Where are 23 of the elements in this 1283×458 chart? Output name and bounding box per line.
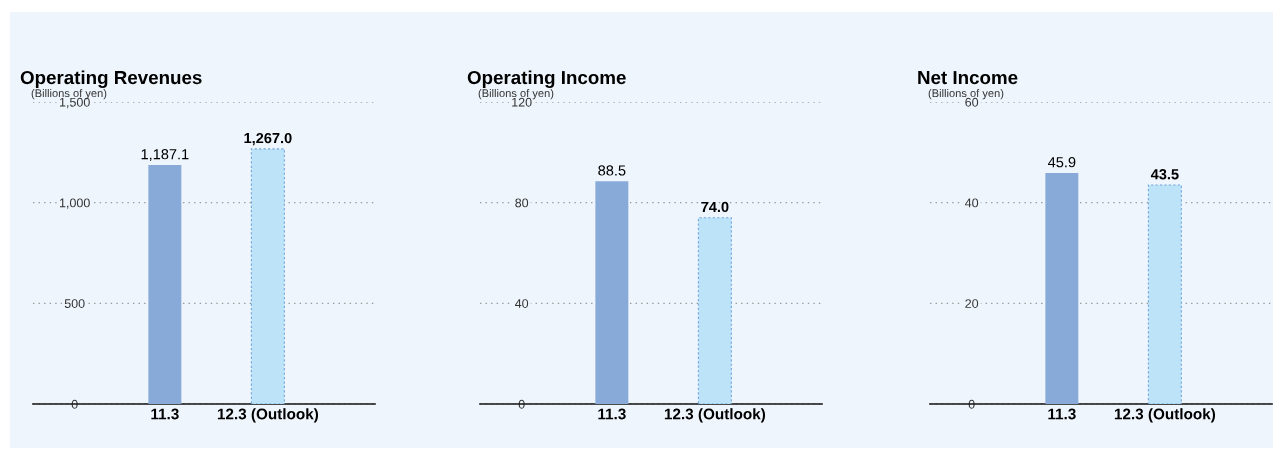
chart-title: Net Income (918, 71, 1018, 85)
y-tick-label: 40 (515, 299, 529, 308)
chart-title: Operating Revenues (20, 70, 202, 88)
data-label: 1,267.0 (244, 132, 292, 146)
data-label: 74.0 (701, 201, 729, 213)
x-tick-label: 12.3 (Outlook) (664, 408, 766, 423)
x-tick-label: 11.3 (151, 408, 179, 420)
y-tick-label: 120 (512, 97, 532, 107)
y-tick-label: 40 (965, 198, 979, 208)
chart-title: Operating Income (467, 70, 626, 88)
data-label: 45.9 (1048, 156, 1076, 168)
x-tick-label: 11.3 (1048, 408, 1076, 420)
x-tick-label: 11.3 (598, 408, 626, 420)
data-label: 88.5 (598, 165, 626, 176)
y-tick-label: 80 (515, 198, 529, 208)
y-tick-label: 60 (965, 97, 979, 107)
x-tick-label: 12.3 (Outlook) (217, 408, 319, 423)
x-tick-label: 12.3 (Outlook) (1114, 408, 1216, 423)
data-label: 43.5 (1150, 169, 1179, 180)
data-label: 1,187.1 (141, 149, 189, 162)
y-tick-label: 1,000 (59, 198, 90, 209)
y-tick-label: 500 (64, 299, 85, 308)
y-tick-label: 20 (965, 299, 979, 308)
